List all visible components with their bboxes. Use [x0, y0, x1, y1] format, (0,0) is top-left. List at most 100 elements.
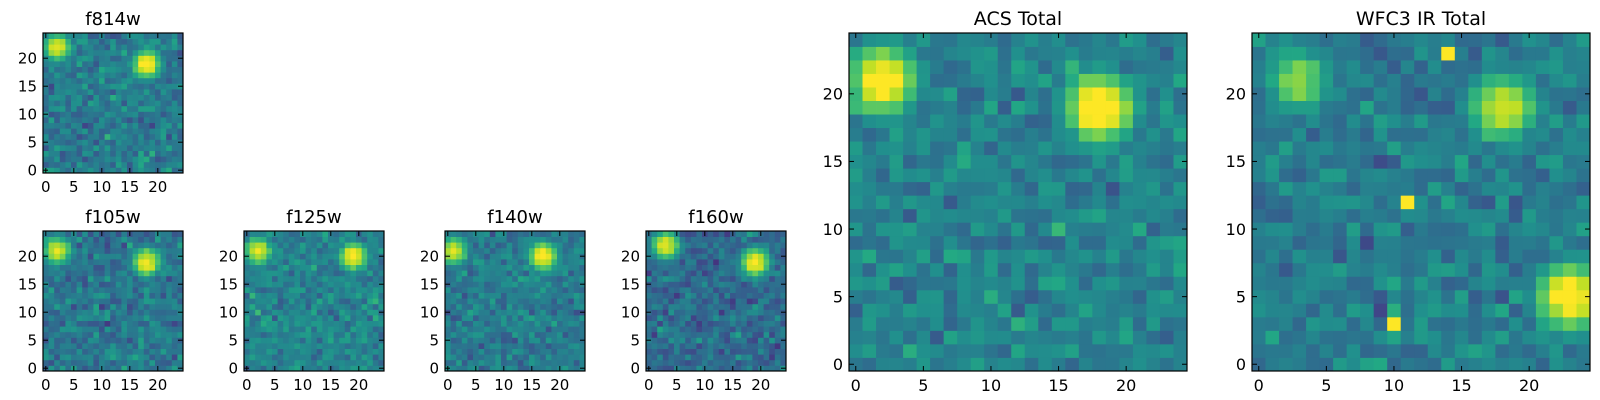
heatmap-cell: [674, 247, 680, 254]
heatmap-cell: [1146, 154, 1161, 169]
heatmap-cell: [562, 287, 569, 293]
heatmap-cell: [155, 133, 161, 140]
heatmap-cell: [160, 55, 167, 62]
heatmap-cell: [1481, 168, 1496, 183]
heatmap-cell: [166, 275, 173, 282]
heatmap-cell: [1306, 289, 1320, 304]
heatmap-cell: [889, 249, 904, 264]
heatmap-cell: [707, 343, 714, 349]
heatmap-cell: [523, 303, 530, 310]
heatmap-cell: [143, 133, 150, 140]
heatmap-cell: [378, 348, 385, 355]
heatmap-cell: [489, 315, 496, 321]
heatmap-cell: [143, 287, 150, 293]
heatmap-cell: [1092, 316, 1107, 331]
heatmap-cell: [1319, 343, 1334, 358]
heatmap-cell: [1562, 73, 1577, 88]
heatmap-cell: [1549, 303, 1564, 318]
heatmap-cell: [76, 242, 83, 249]
heatmap-cell: [249, 348, 256, 355]
heatmap-cell: [445, 292, 451, 299]
heatmap-cell: [1146, 181, 1161, 196]
heatmap-cell: [82, 303, 89, 310]
heatmap-cell: [1051, 235, 1066, 250]
heatmap-cell: [177, 343, 184, 349]
heatmap-cell: [155, 44, 161, 51]
heatmap-cell: [378, 359, 385, 366]
heatmap-cell: [132, 145, 139, 151]
heatmap-cell: [1360, 249, 1375, 264]
heatmap-cell: [110, 337, 117, 344]
heatmap-cell: [662, 264, 669, 271]
heatmap-cell: [59, 55, 66, 62]
heatmap-cell: [149, 354, 156, 361]
heatmap-cell: [1092, 154, 1107, 169]
heatmap-cell: [763, 326, 770, 333]
heatmap-cell: [696, 259, 703, 265]
heatmap-cell: [1522, 343, 1537, 358]
heatmap-cell: [266, 236, 273, 243]
heatmap-cell: [104, 122, 111, 129]
heatmap-cell: [713, 287, 720, 293]
heatmap-cell: [1038, 235, 1053, 250]
heatmap-cell: [300, 259, 306, 265]
heatmap-cell: [339, 275, 346, 282]
heatmap-cell: [115, 331, 122, 338]
heatmap-cell: [696, 264, 703, 271]
heatmap-cell: [177, 145, 184, 151]
heatmap-cell: [54, 348, 61, 355]
heatmap-cell: [495, 309, 502, 316]
heatmap-cell: [1400, 249, 1415, 264]
heatmap-cell: [361, 348, 368, 355]
heatmap-cell: [1427, 100, 1442, 115]
heatmap-cell: [1414, 249, 1429, 264]
heatmap-cell: [713, 242, 720, 249]
heatmap-cell: [763, 253, 770, 260]
heatmap-cell: [876, 141, 890, 156]
heatmap-cell: [143, 77, 150, 84]
heatmap-cell: [272, 343, 278, 349]
heatmap-cell: [300, 331, 306, 338]
heatmap-cell: [752, 365, 759, 372]
heatmap-cell: [115, 117, 122, 123]
heatmap-cell: [1549, 276, 1564, 291]
heatmap-cell: [1252, 114, 1266, 129]
heatmap-cell: [322, 236, 329, 243]
heatmap-cell: [171, 44, 178, 51]
heatmap-cell: [501, 320, 507, 327]
heatmap-cell: [272, 292, 278, 299]
heatmap-cell: [1387, 330, 1402, 345]
heatmap-cell: [1549, 46, 1564, 61]
heatmap-cell: [646, 292, 652, 299]
heatmap-cell: [730, 348, 736, 355]
heatmap-cell: [115, 253, 122, 260]
heatmap-cell: [1346, 33, 1361, 47]
heatmap-cell: [478, 259, 485, 265]
heatmap-cell: [300, 281, 306, 288]
heatmap-cell: [1535, 249, 1550, 264]
heatmap-cell: [1105, 235, 1120, 250]
heatmap-cell: [339, 354, 346, 361]
heatmap-cell: [540, 331, 547, 338]
heatmap-cell: [456, 292, 463, 299]
heatmap-cell: [339, 365, 346, 372]
heatmap-cell: [266, 354, 273, 361]
heatmap-cell: [311, 343, 318, 349]
heatmap-cell: [568, 354, 575, 361]
heatmap-cell: [557, 275, 563, 282]
heatmap-cell: [1481, 114, 1496, 129]
heatmap-cell: [48, 259, 55, 265]
heatmap-cell: [160, 105, 167, 112]
heatmap-cell: [478, 326, 485, 333]
heatmap-cell: [255, 331, 262, 338]
heatmap-cell: [1414, 222, 1429, 237]
heatmap-cell: [876, 303, 890, 318]
heatmap-cell: [1576, 141, 1591, 156]
heatmap-cell: [65, 320, 72, 327]
heatmap-cell: [132, 354, 139, 361]
heatmap-cell: [288, 365, 295, 372]
heatmap-cell: [774, 259, 781, 265]
heatmap-cell: [769, 231, 776, 237]
heatmap-cell: [76, 156, 83, 163]
heatmap-cell: [143, 337, 150, 344]
